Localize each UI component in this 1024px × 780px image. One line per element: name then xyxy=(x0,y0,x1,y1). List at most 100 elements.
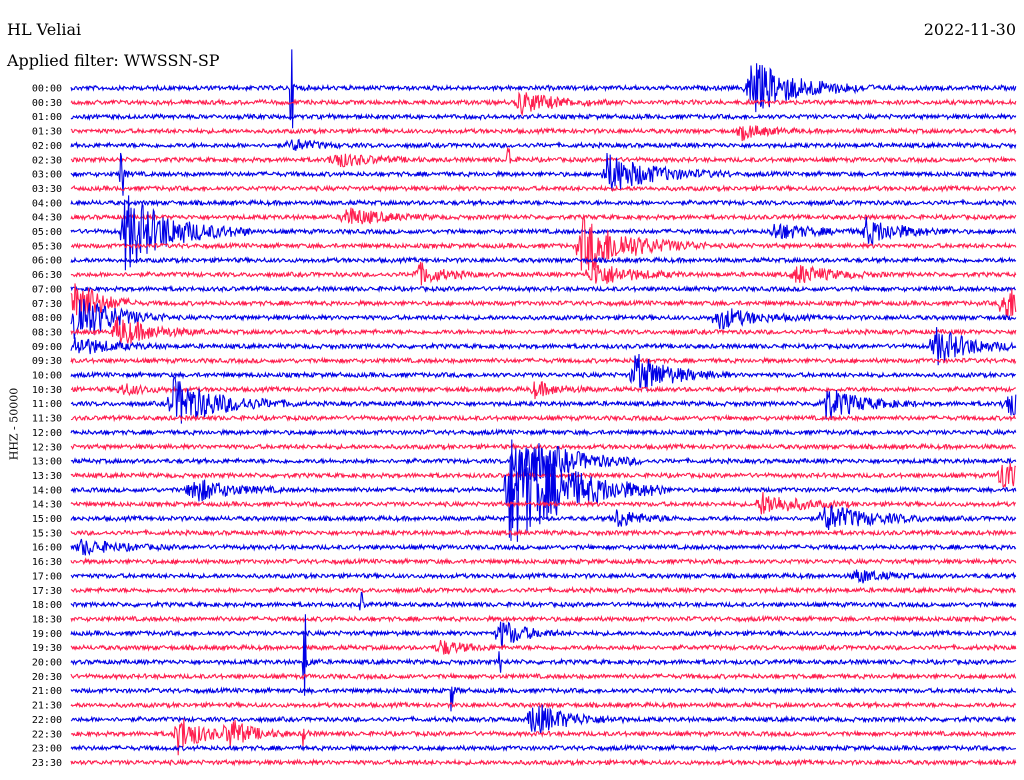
row-time-label: 07:00 xyxy=(32,284,62,295)
trace-row-0100 xyxy=(70,112,1017,122)
trace-row-0030 xyxy=(70,91,1017,117)
record-date: 2022-11-30 xyxy=(923,20,1016,39)
row-time-label: 21:30 xyxy=(32,701,62,712)
row-time-label: 04:30 xyxy=(32,213,62,224)
trace-row-2130 xyxy=(70,700,1017,710)
trace-row-1230 xyxy=(70,442,1017,452)
row-time-label: 23:30 xyxy=(32,758,62,769)
row-time-label: 03:00 xyxy=(32,170,62,181)
trace-row-1900 xyxy=(70,621,1017,649)
trace-row-0700 xyxy=(70,284,1016,294)
trace-row-1400 xyxy=(70,439,1017,542)
station-name: HL Veliai xyxy=(7,20,82,39)
trace-row-1700 xyxy=(70,569,1017,584)
trace-row-2300 xyxy=(70,743,1017,753)
trace-row-0500 xyxy=(70,195,1017,271)
row-time-label: 00:30 xyxy=(32,98,62,109)
trace-row-0430 xyxy=(70,207,1017,225)
row-time-label: 04:00 xyxy=(32,198,62,209)
row-time-label: 10:00 xyxy=(32,371,62,382)
row-time-label: 19:30 xyxy=(32,643,62,654)
trace-row-0630 xyxy=(70,260,1017,286)
trace-row-0900 xyxy=(70,327,1017,366)
trace-row-1600 xyxy=(70,538,1017,556)
row-time-label: 08:00 xyxy=(32,313,62,324)
row-time-label: 18:30 xyxy=(32,614,62,625)
trace-row-1800 xyxy=(70,591,1017,611)
row-time-label: 17:00 xyxy=(32,571,62,582)
tick-label-group: 00:00 00:30 01:00 01:30 02:00 02:30 03:00 03:30… xyxy=(32,84,62,769)
trace-row-0130 xyxy=(70,125,1017,142)
trace-group xyxy=(70,49,1017,767)
row-time-label: 08:30 xyxy=(32,327,62,338)
trace-row-1930 xyxy=(70,640,1017,655)
trace-row-0600 xyxy=(70,255,1017,265)
row-time-label: 03:30 xyxy=(32,184,62,195)
row-time-label: 13:30 xyxy=(32,471,62,482)
trace-row-0200 xyxy=(70,138,1017,151)
row-time-label: 20:30 xyxy=(32,672,62,683)
row-time-label: 23:00 xyxy=(32,744,62,755)
row-time-label: 11:30 xyxy=(32,414,62,425)
trace-row-1130 xyxy=(70,413,1016,423)
row-time-label: 09:30 xyxy=(32,356,62,367)
trace-row-0400 xyxy=(70,198,1017,208)
row-time-label: 13:00 xyxy=(32,457,62,468)
row-time-label: 20:00 xyxy=(32,658,62,669)
applied-filter-label: Applied filter: WWSSN-SP xyxy=(7,51,220,70)
trace-row-0230 xyxy=(70,147,1017,168)
trace-row-1000 xyxy=(70,353,1016,391)
row-time-label: 05:30 xyxy=(32,241,62,252)
row-time-label: 00:00 xyxy=(32,84,62,95)
row-time-label: 02:30 xyxy=(32,155,62,166)
row-time-label: 11:00 xyxy=(32,399,62,410)
trace-row-1500 xyxy=(70,505,1017,531)
trace-row-1200 xyxy=(70,427,1017,437)
trace-row-1730 xyxy=(70,585,1016,595)
row-time-label: 21:00 xyxy=(32,686,62,697)
trace-row-0730 xyxy=(70,283,1017,319)
row-time-label: 02:00 xyxy=(32,141,62,152)
row-time-label: 10:30 xyxy=(32,385,62,396)
trace-row-1430 xyxy=(70,492,1017,515)
row-time-label: 16:00 xyxy=(32,543,62,554)
trace-row-0000 xyxy=(70,49,1017,129)
trace-row-2030 xyxy=(70,671,1017,681)
row-time-label: 01:00 xyxy=(32,112,62,123)
trace-row-2330 xyxy=(70,758,1017,767)
row-time-label: 19:00 xyxy=(32,629,62,640)
trace-row-0930 xyxy=(70,356,1017,365)
row-time-label: 05:00 xyxy=(32,227,62,238)
trace-row-1100 xyxy=(70,376,1017,424)
row-time-label: 22:00 xyxy=(32,715,62,726)
trace-row-0330 xyxy=(70,184,1017,193)
trace-row-2200 xyxy=(70,704,1017,734)
trace-row-1330 xyxy=(70,463,1016,488)
row-time-label: 15:00 xyxy=(32,514,62,525)
trace-row-2230 xyxy=(70,718,1016,756)
trace-row-1300 xyxy=(70,443,1017,492)
row-time-label: 16:30 xyxy=(32,557,62,568)
row-time-label: 12:00 xyxy=(32,428,62,439)
row-time-label: 06:00 xyxy=(32,256,62,267)
trace-row-0300 xyxy=(70,152,1017,196)
row-time-label: 17:30 xyxy=(32,586,62,597)
trace-row-2100 xyxy=(70,686,1017,712)
trace-row-2000 xyxy=(70,614,1017,696)
row-time-label: 12:30 xyxy=(32,442,62,453)
row-time-label: 09:00 xyxy=(32,342,62,353)
trace-row-1630 xyxy=(70,557,1017,566)
row-time-label: 06:30 xyxy=(32,270,62,281)
row-time-label: 18:00 xyxy=(32,600,62,611)
trace-row-1830 xyxy=(70,614,1017,624)
row-time-label: 22:30 xyxy=(32,729,62,740)
trace-row-0530 xyxy=(70,214,1017,271)
row-time-label: 14:30 xyxy=(32,500,62,511)
trace-row-0830 xyxy=(70,316,1017,345)
row-time-label: 07:30 xyxy=(32,299,62,310)
trace-row-1030 xyxy=(70,381,1017,400)
row-time-label: 14:00 xyxy=(32,485,62,496)
row-time-label: 15:30 xyxy=(32,528,62,539)
row-time-label: 01:30 xyxy=(32,127,62,138)
